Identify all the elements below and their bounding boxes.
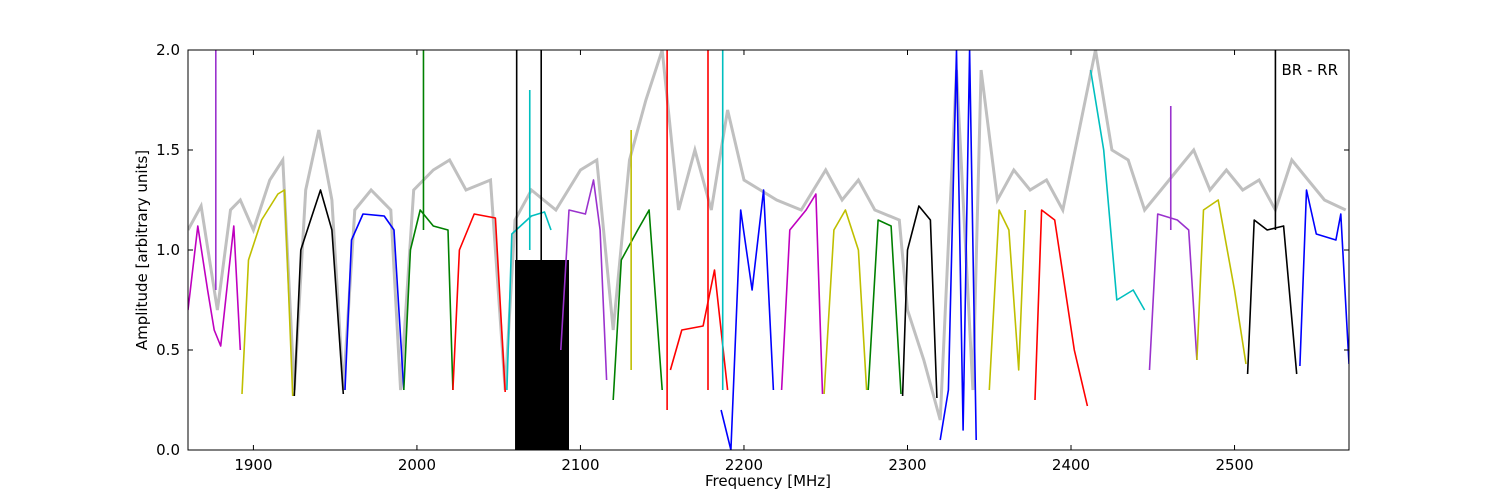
x-tick-label: 2100 [561, 456, 599, 474]
series-line-3 [293, 189, 345, 397]
series-line-19 [1089, 69, 1146, 311]
y-tick-label: 1.0 [156, 241, 180, 259]
series-line-23 [1299, 189, 1349, 367]
series-line-5 [403, 209, 454, 391]
plot-area [188, 50, 1349, 450]
series-line-7 [506, 211, 552, 391]
series-line-14 [867, 219, 902, 395]
y-tick-label: 1.5 [156, 141, 180, 159]
series-line-18 [1034, 209, 1089, 407]
series-line-1 [188, 225, 242, 351]
y-tick-label: 2.0 [156, 41, 180, 59]
panel-annotation: BR - RR [1281, 61, 1338, 79]
y-tick-label: 0.5 [156, 341, 180, 359]
x-tick-label: 2000 [398, 456, 436, 474]
series-line-4 [344, 213, 405, 391]
x-tick-label: 1900 [234, 456, 272, 474]
x-tick-label: 2300 [888, 456, 926, 474]
series-line-10 [669, 269, 729, 391]
series-line-17 [988, 209, 1026, 391]
x-tick-label: 2500 [1215, 456, 1253, 474]
series-line-20 [1148, 213, 1198, 371]
series-line-12 [780, 193, 824, 395]
axis-ticks: 1900 2000 2100 2200 2300 2400 2500 0.0 0.5 1.0 1.5… [156, 41, 1349, 474]
y-axis-label: Amplitude [arbitrary units] [133, 150, 151, 350]
filled-band [515, 260, 570, 450]
x-tick-label: 2200 [725, 456, 763, 474]
y-tick-label: 0.0 [156, 441, 180, 459]
series-line-22 [1246, 219, 1298, 375]
series-line-16 [939, 50, 977, 441]
x-tick-label: 2400 [1052, 456, 1090, 474]
series-line-6 [452, 213, 506, 393]
series-line-9 [612, 209, 663, 401]
x-axis-label: Frequency [MHz] [705, 472, 831, 490]
series-line-2 [241, 189, 294, 397]
series-line-8 [560, 179, 608, 381]
series-line-15 [901, 205, 938, 399]
series-line-21 [1196, 199, 1247, 365]
series-line-13 [823, 209, 868, 395]
series-line-11 [720, 189, 775, 450]
plot-background [188, 50, 1349, 450]
